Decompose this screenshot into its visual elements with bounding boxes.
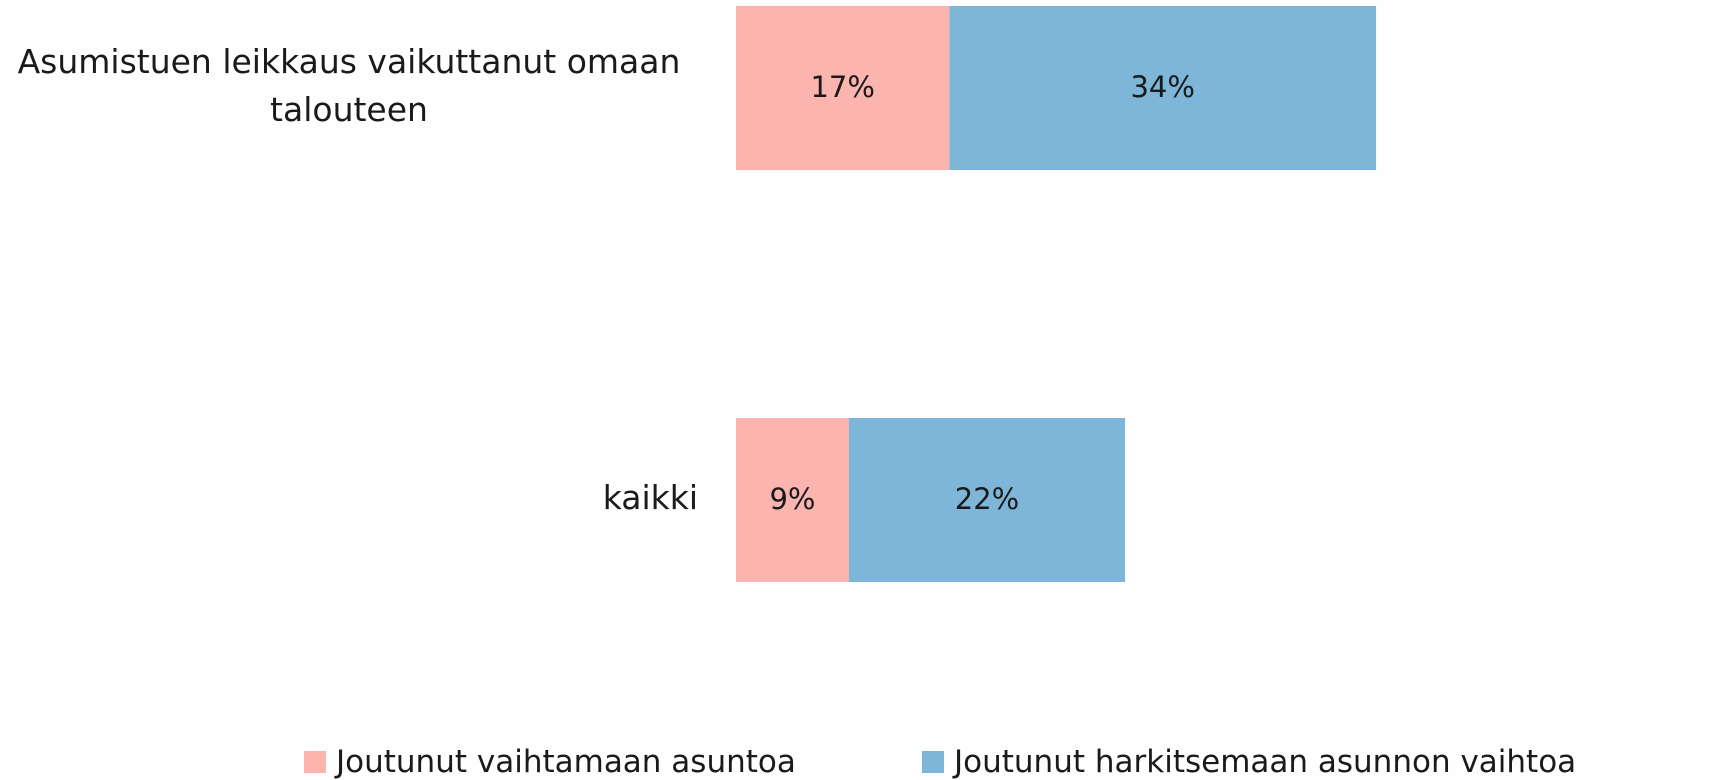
legend-label: Joutunut harkitsemaan asunnon vaihtoa: [954, 744, 1577, 780]
legend-swatch: [922, 751, 944, 773]
legend-item: Joutunut harkitsemaan asunnon vaihtoa: [922, 742, 1576, 780]
value-label: 22%: [955, 482, 1019, 516]
bar-segment: [949, 6, 1377, 170]
bar-segment: [848, 418, 1126, 582]
legend-item: Joutunut vaihtamaan asuntoa: [304, 742, 796, 780]
category-text: kaikki: [602, 478, 698, 517]
legend-swatch: [304, 751, 326, 773]
bar-segment: [736, 6, 950, 170]
category-text: Asumistuen leikkaus vaikuttanut omaan ta…: [17, 42, 681, 129]
category-label: kaikki: [0, 474, 698, 522]
value-label: 17%: [810, 70, 874, 104]
category-label: Asumistuen leikkaus vaikuttanut omaan ta…: [0, 38, 698, 134]
value-label: 9%: [769, 482, 815, 516]
legend-label: Joutunut vaihtamaan asuntoa: [336, 744, 796, 780]
value-label: 34%: [1130, 70, 1194, 104]
bar-segment: [736, 418, 849, 582]
